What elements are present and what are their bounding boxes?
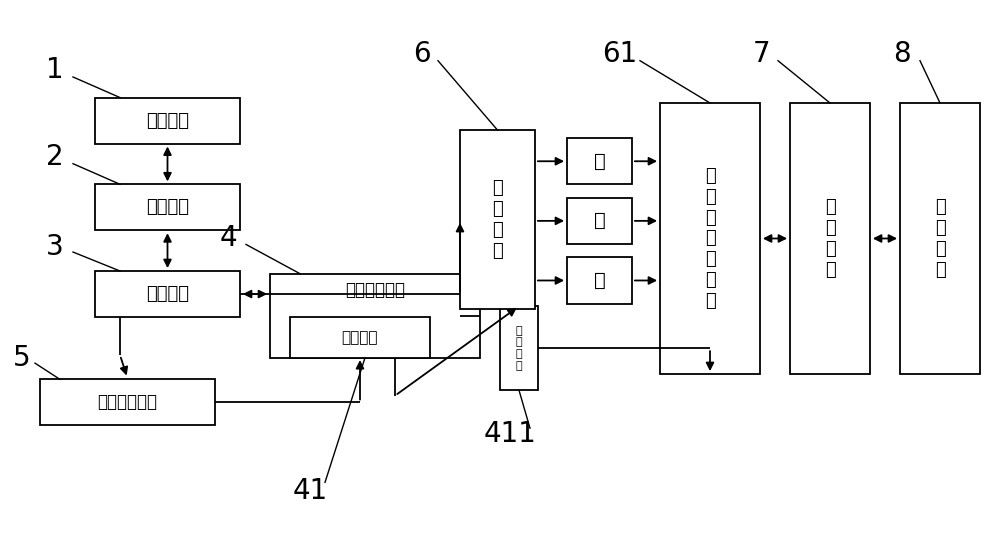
Bar (95, 184, 240, 230)
Text: 传输模块: 传输模块 (146, 285, 189, 303)
Bar (460, 130, 535, 309)
Text: 模
拟
模
块: 模 拟 模 块 (492, 179, 503, 260)
Bar (95, 98, 240, 144)
Text: 风: 风 (594, 152, 605, 171)
Text: 61: 61 (602, 40, 638, 68)
Text: 控制终端: 控制终端 (146, 112, 189, 130)
Bar (567, 257, 632, 304)
Text: 7: 7 (753, 40, 771, 68)
Bar (567, 138, 632, 184)
Text: 6: 6 (413, 40, 431, 68)
Text: 411: 411 (484, 420, 536, 448)
Text: 外观检测模块: 外观检测模块 (98, 393, 158, 411)
Bar (900, 103, 980, 374)
Text: 清理组件: 清理组件 (342, 330, 378, 345)
Text: 对
比
模
块: 对 比 模 块 (935, 198, 945, 279)
Text: 调
节
单
元: 调 节 单 元 (516, 326, 522, 371)
Bar (567, 198, 632, 244)
Text: 雪: 雪 (594, 271, 605, 290)
Bar (40, 379, 215, 425)
Bar (500, 306, 538, 390)
Bar (290, 317, 430, 358)
Text: 5: 5 (13, 344, 31, 372)
Text: 2: 2 (46, 143, 64, 171)
Text: 评
估
模
块: 评 估 模 块 (825, 198, 835, 279)
Text: 4: 4 (219, 224, 237, 253)
Bar (790, 103, 870, 374)
Text: 载入模块: 载入模块 (146, 198, 189, 216)
Text: 8: 8 (893, 40, 911, 68)
Bar (95, 271, 240, 317)
Text: 1: 1 (46, 56, 64, 85)
Text: 电路检测模块: 电路检测模块 (345, 281, 405, 299)
Bar (270, 274, 480, 358)
Text: 3: 3 (46, 233, 64, 261)
Text: 喷
淋
及
制
冷
组
件: 喷 淋 及 制 冷 组 件 (705, 167, 715, 310)
Text: 雨: 雨 (594, 211, 605, 230)
Bar (660, 103, 760, 374)
Text: 41: 41 (292, 476, 328, 505)
